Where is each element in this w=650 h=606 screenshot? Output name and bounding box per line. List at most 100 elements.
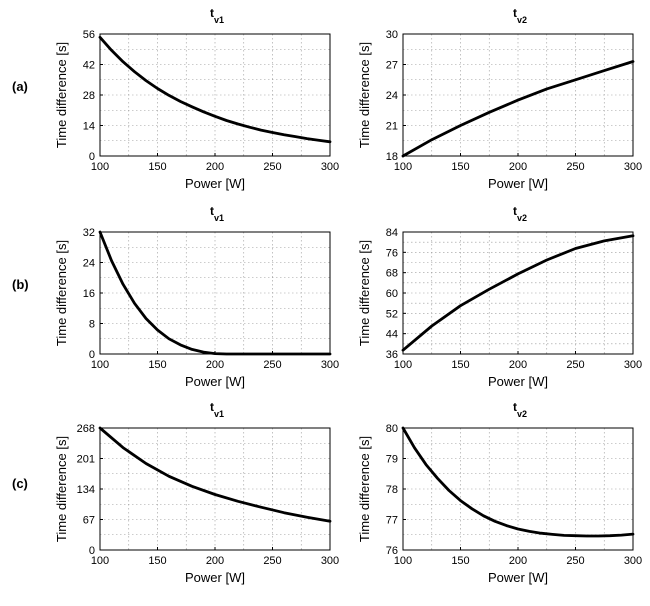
x-tick-label: 250 [263, 161, 281, 173]
x-axis-label: Power [W] [488, 570, 548, 585]
x-tick-label: 150 [148, 161, 166, 173]
subplot-title: tv1 [210, 6, 224, 25]
y-tick-label: 44 [386, 329, 398, 341]
x-tick-label: 100 [91, 161, 109, 173]
y-tick-label: 76 [386, 247, 398, 259]
series-line [401, 60, 635, 158]
y-tick-label: 79 [386, 454, 398, 466]
x-tick-label: 100 [394, 161, 412, 173]
y-tick-label: 268 [77, 423, 95, 435]
subplot-title: tv2 [513, 204, 527, 223]
subplot-title-main: t [513, 204, 517, 218]
y-axis-label: Time difference [s] [54, 436, 69, 542]
x-tick-label: 200 [509, 359, 527, 371]
series-line [98, 35, 332, 144]
x-tick-label: 200 [206, 359, 224, 371]
x-tick-label: 300 [321, 555, 339, 567]
subplot-title-main: t [513, 6, 517, 20]
y-tick-label: 84 [386, 227, 398, 239]
x-tick-label: 300 [624, 555, 642, 567]
y-tick-label: 67 [83, 515, 95, 527]
series-line [401, 426, 635, 538]
x-tick-label: 250 [566, 359, 584, 371]
y-axis-label: Time difference [s] [357, 436, 372, 542]
x-tick-label: 150 [148, 555, 166, 567]
y-tick-label: 18 [386, 151, 398, 163]
y-tick-label: 28 [83, 90, 95, 102]
subplot-tv1-0: 100 150 200 250 300 0 14 28 42 56 Power [W] Time di… [54, 6, 339, 191]
y-tick-label: 68 [386, 268, 398, 280]
subplot-title-sub: v2 [517, 15, 527, 25]
x-tick-label: 300 [321, 161, 339, 173]
x-axis-label: Power [W] [185, 176, 245, 191]
y-axis-label: Time difference [s] [54, 42, 69, 148]
y-tick-label: 76 [386, 545, 398, 557]
y-tick-label: 14 [83, 121, 95, 133]
y-tick-label: 24 [386, 90, 398, 102]
subplot-title-sub: v1 [214, 15, 224, 25]
subplot-title-main: t [513, 400, 517, 414]
x-axis-label: Power [W] [488, 374, 548, 389]
row-label: (a) [12, 79, 28, 94]
x-tick-label: 200 [509, 161, 527, 173]
y-tick-label: 0 [89, 349, 95, 361]
subplot-title: tv2 [513, 6, 527, 25]
y-tick-label: 42 [83, 60, 95, 72]
x-tick-label: 100 [91, 359, 109, 371]
x-tick-label: 150 [451, 555, 469, 567]
x-tick-label: 250 [263, 359, 281, 371]
y-tick-label: 78 [386, 484, 398, 496]
x-tick-label: 100 [394, 359, 412, 371]
x-tick-label: 250 [566, 161, 584, 173]
subplot-tv2-0: 100 150 200 250 300 18 21 24 27 30 Power [W] Time d… [357, 6, 642, 191]
subplot-title: tv1 [210, 400, 224, 419]
x-tick-label: 200 [206, 161, 224, 173]
y-tick-label: 0 [89, 151, 95, 163]
y-tick-label: 60 [386, 288, 398, 300]
subplot-title-sub: v1 [214, 409, 224, 419]
subplot-title-main: t [210, 204, 214, 218]
x-axis-label: Power [W] [488, 176, 548, 191]
subplot-title-sub: v2 [517, 213, 527, 223]
x-tick-label: 200 [509, 555, 527, 567]
subplot-title-main: t [210, 400, 214, 414]
y-tick-label: 201 [77, 454, 95, 466]
y-tick-label: 27 [386, 60, 398, 72]
subplot-title: tv1 [210, 204, 224, 223]
series-line [401, 234, 635, 352]
x-tick-label: 300 [624, 161, 642, 173]
subplot-tv1-1: 100 150 200 250 300 0 8 16 24 32 Power [W] Time dif… [54, 204, 339, 389]
y-tick-label: 24 [83, 258, 95, 270]
y-axis-label: Time difference [s] [357, 42, 372, 148]
x-axis-label: Power [W] [185, 374, 245, 389]
subplot-tv1-2: 100 150 200 250 300 0 67 134 201 268 Power [W] Time… [54, 400, 339, 585]
y-tick-label: 80 [386, 423, 398, 435]
y-axis-label: Time difference [s] [357, 240, 372, 346]
x-tick-label: 100 [91, 555, 109, 567]
y-tick-label: 30 [386, 29, 398, 41]
x-tick-label: 150 [451, 161, 469, 173]
subplot-tv2-2: 100 150 200 250 300 76 77 78 79 80 Power [W] Time d… [357, 400, 642, 585]
series-line [98, 426, 332, 523]
x-tick-label: 150 [451, 359, 469, 371]
row-label: (c) [12, 476, 28, 491]
subplot-title-main: t [210, 6, 214, 20]
x-tick-label: 300 [321, 359, 339, 371]
y-tick-label: 52 [386, 308, 398, 320]
x-tick-label: 250 [263, 555, 281, 567]
y-tick-label: 32 [83, 227, 95, 239]
x-tick-label: 150 [148, 359, 166, 371]
y-tick-label: 134 [77, 484, 95, 496]
x-axis-label: Power [W] [185, 570, 245, 585]
y-axis-label: Time difference [s] [54, 240, 69, 346]
y-tick-label: 56 [83, 29, 95, 41]
y-tick-label: 77 [386, 515, 398, 527]
x-tick-label: 200 [206, 555, 224, 567]
row-label: (b) [12, 277, 29, 292]
y-tick-label: 21 [386, 121, 398, 133]
subplot-title: tv2 [513, 400, 527, 419]
y-tick-label: 36 [386, 349, 398, 361]
x-tick-label: 300 [624, 359, 642, 371]
y-tick-label: 16 [83, 288, 95, 300]
